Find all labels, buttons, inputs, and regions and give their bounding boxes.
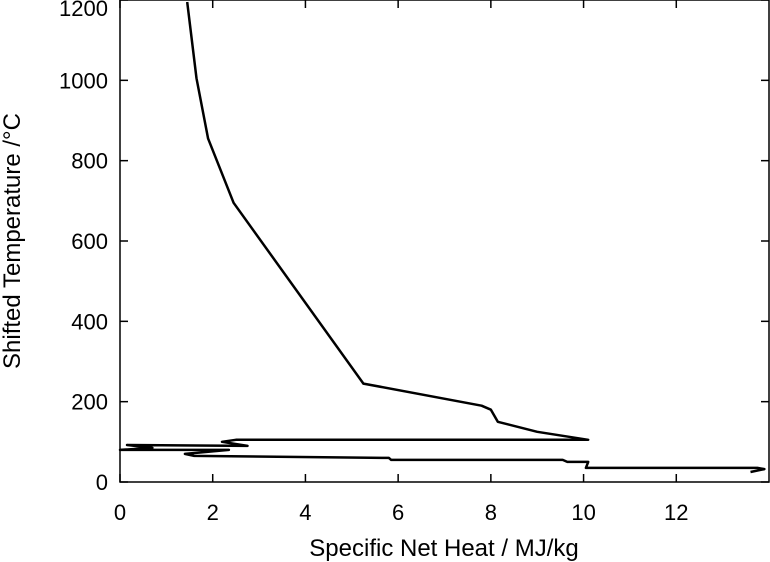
x-tick-label-5: 10 <box>571 500 595 525</box>
x-tick-label-3: 6 <box>392 500 404 525</box>
x-axis-ticks: 0 2 4 6 8 10 12 <box>114 0 689 525</box>
y-tick-label-2: 400 <box>71 309 108 334</box>
x-axis-label: Specific Net Heat / MJ/kg <box>309 535 578 562</box>
x-tick-label-4: 8 <box>485 500 497 525</box>
x-tick-label-0: 0 <box>114 500 126 525</box>
y-axis-ticks: 0 200 400 600 800 1000 1200 <box>59 0 769 495</box>
y-tick-label-5: 1000 <box>59 68 108 93</box>
y-tick-label-1: 200 <box>71 390 108 415</box>
y-tick-label-4: 800 <box>71 149 108 174</box>
plot-frame <box>119 0 770 483</box>
y-tick-label-0: 0 <box>96 470 108 495</box>
y-axis-label: Shifted Temperature /°C <box>0 113 26 369</box>
y-tick-label-3: 600 <box>71 229 108 254</box>
y-tick-label-6: 1200 <box>59 0 108 21</box>
series-line <box>118 1 766 474</box>
x-tick-label-2: 4 <box>299 500 311 525</box>
x-tick-label-6: 12 <box>664 500 688 525</box>
x-tick-label-1: 2 <box>207 500 219 525</box>
